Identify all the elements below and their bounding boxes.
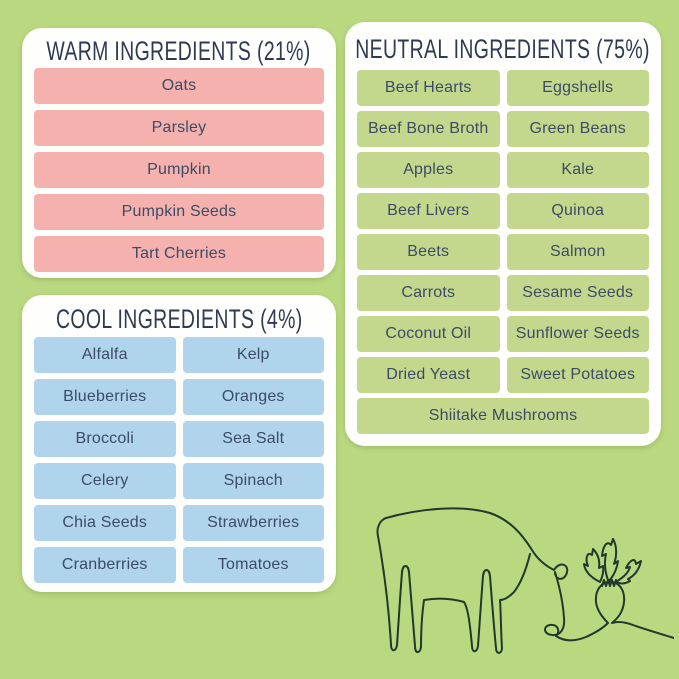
list-item: Kelp [182,337,324,373]
list-row: Alfalfa Kelp [34,337,324,373]
list-item-full-width: Shiitake Mushrooms [357,398,649,434]
list-item: Cranberries [34,547,176,583]
beet-left-leaf-icon [583,548,605,583]
list-item: Oats [34,68,324,104]
list-item: Coconut Oil [357,316,500,352]
cow-line-art-svg [376,507,674,654]
beet-middle-leaf-icon [601,538,619,581]
neutral-card-title-text: NEUTRAL INGREDIENTS (75%) [355,33,651,64]
cool-card-title: COOL INGREDIENTS (4%) [34,301,324,337]
list-item: Broccoli [34,421,176,457]
list-item: Beef Livers [357,193,500,229]
list-item: Pumpkin [34,152,324,188]
list-row: Apples Kale [357,152,649,188]
list-item: Tart Cherries [34,236,324,272]
list-item: Sweet Potatoes [506,357,649,393]
list-item: Salmon [506,234,649,270]
cool-ingredient-list: Alfalfa Kelp Blueberries Oranges Broccol… [34,337,324,583]
neutral-ingredients-card: NEUTRAL INGREDIENTS (75%) Beef Hearts Eg… [345,22,661,446]
cool-ingredients-card: COOL INGREDIENTS (4%) Alfalfa Kelp Blueb… [22,295,336,592]
cow-legs-icon [377,535,531,654]
list-item: Oranges [182,379,324,415]
list-item: Pumpkin Seeds [34,194,324,230]
list-item: Kale [506,152,649,188]
list-item: Sea Salt [182,421,324,457]
beet-stem-ticks-icon [601,579,617,587]
neutral-ingredient-list: Beef Hearts Eggshells Beef Bone Broth Gr… [357,70,649,434]
list-item: Tomatoes [182,547,324,583]
list-item: Carrots [357,275,500,311]
cool-card-title-text: COOL INGREDIENTS (4%) [55,303,303,334]
list-item: Beef Bone Broth [357,111,500,147]
list-item: Beets [357,234,500,270]
list-row: Beets Salmon [357,234,649,270]
list-item: Green Beans [506,111,649,147]
list-row: Broccoli Sea Salt [34,421,324,457]
list-item: Spinach [182,463,324,499]
list-item: Eggshells [506,70,649,106]
list-row: Blueberries Oranges [34,379,324,415]
list-row: Coconut Oil Sunflower Seeds [357,316,649,352]
list-row: Beef Bone Broth Green Beans [357,111,649,147]
cow-beet-line-art [362,490,674,676]
list-item: Apples [357,152,500,188]
beet-right-leaf-icon [615,559,642,585]
list-row: Celery Spinach [34,463,324,499]
warm-ingredients-card: WARM INGREDIENTS (21%) Oats Parsley Pump… [22,28,336,278]
list-item: Parsley [34,110,324,146]
list-row: Beef Hearts Eggshells [357,70,649,106]
list-row: Cranberries Tomatoes [34,547,324,583]
list-item: Alfalfa [34,337,176,373]
list-item: Blueberries [34,379,176,415]
list-row: Beef Livers Quinoa [357,193,649,229]
list-item: Quinoa [506,193,649,229]
warm-card-title: WARM INGREDIENTS (21%) [34,34,324,68]
warm-ingredient-list: Oats Parsley Pumpkin Pumpkin Seeds Tart … [34,68,324,272]
list-item: Sunflower Seeds [506,316,649,352]
neutral-card-title: NEUTRAL INGREDIENTS (75%) [355,28,651,70]
list-item: Sesame Seeds [506,275,649,311]
list-row: Carrots Sesame Seeds [357,275,649,311]
list-row: Dried Yeast Sweet Potatoes [357,357,649,393]
list-item: Dried Yeast [357,357,500,393]
list-item: Strawberries [182,505,324,541]
warm-card-title-text: WARM INGREDIENTS (21%) [46,35,312,66]
list-row: Chia Seeds Strawberries [34,505,324,541]
cow-outline-icon [376,507,674,642]
list-item: Chia Seeds [34,505,176,541]
list-item: Beef Hearts [357,70,500,106]
list-item: Celery [34,463,176,499]
